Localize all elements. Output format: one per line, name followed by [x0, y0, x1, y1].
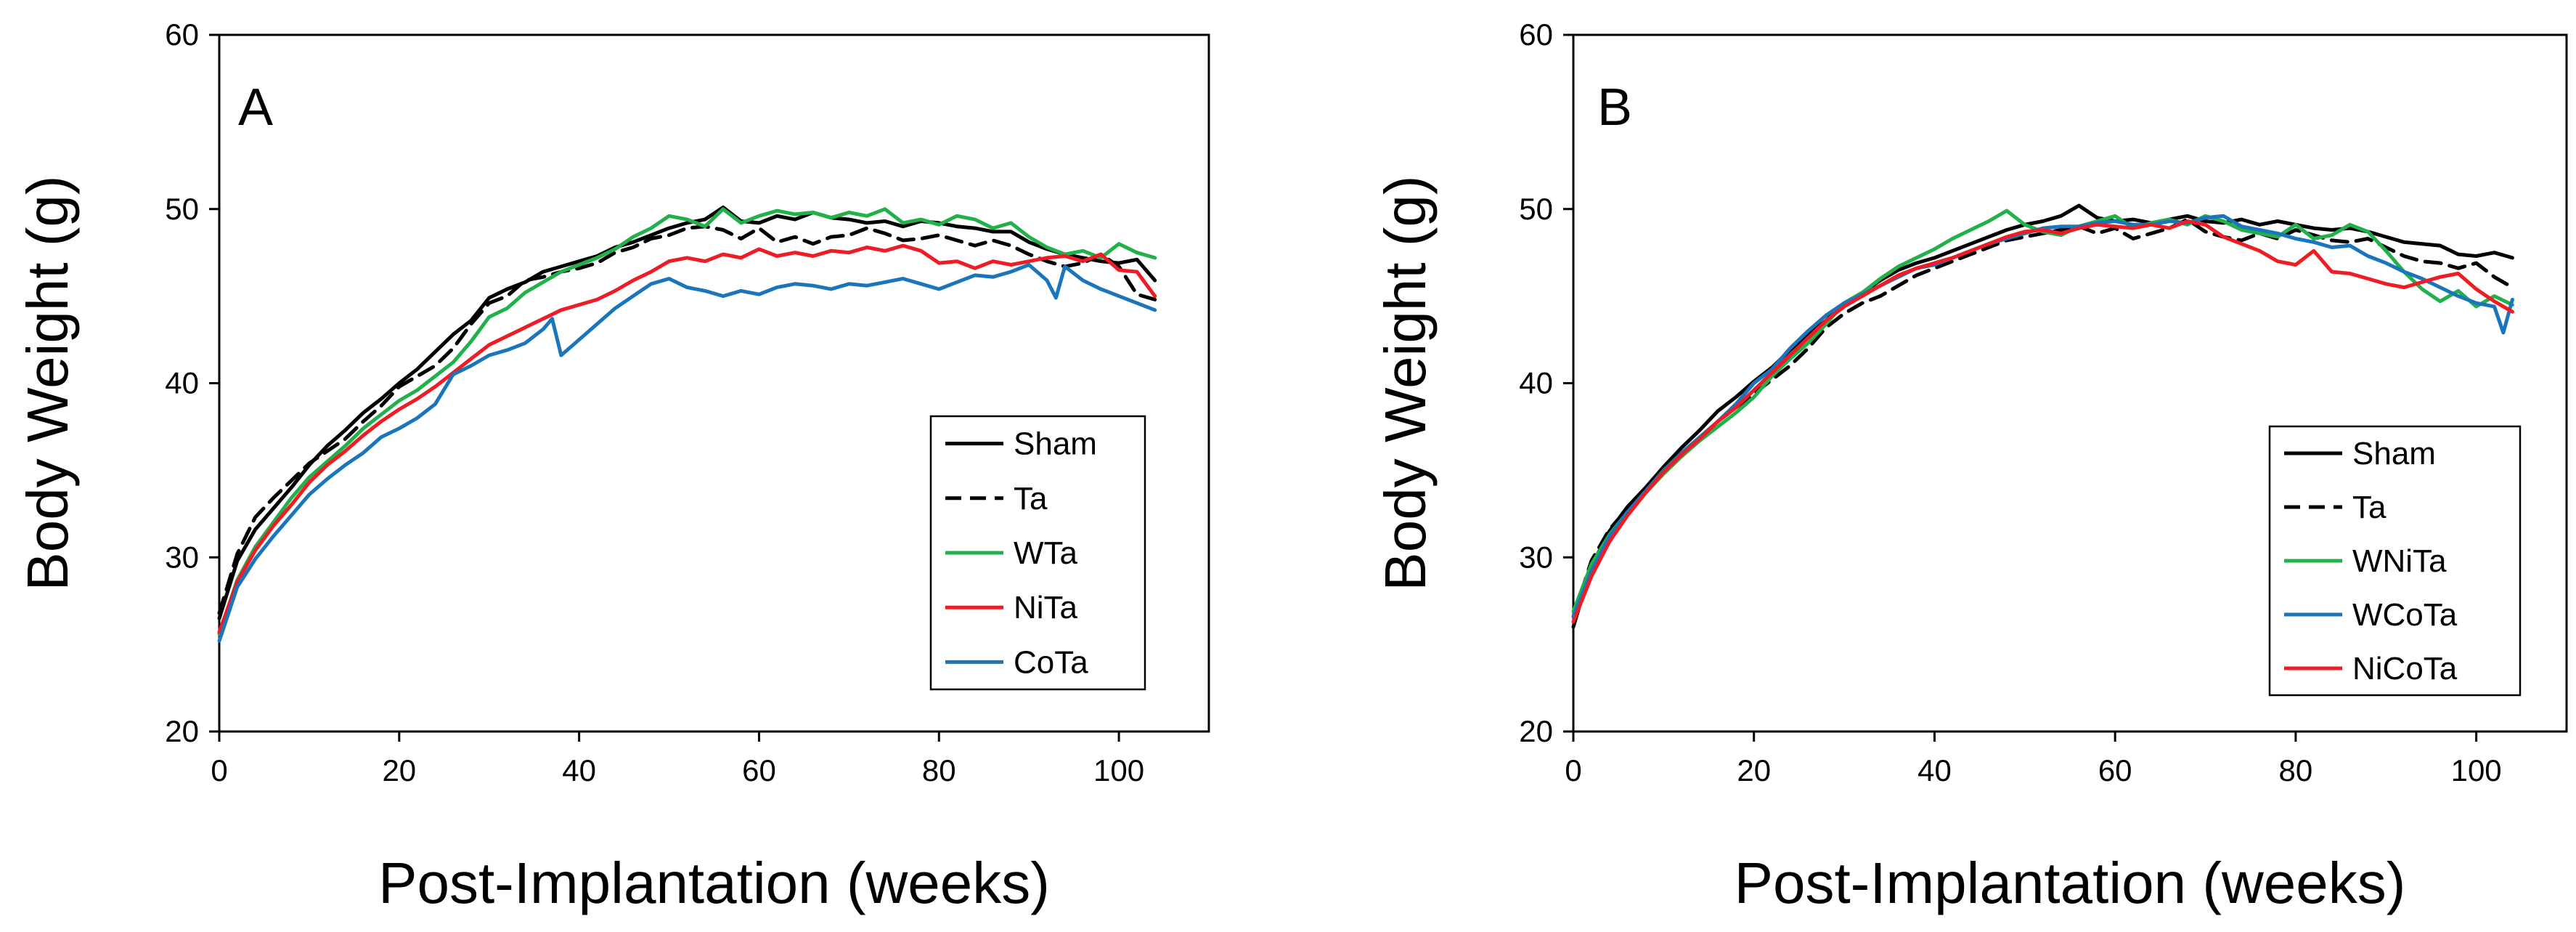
x-tick-label: 100 — [2451, 753, 2502, 787]
series-line-sham — [217, 205, 1157, 620]
y-tick-label: 40 — [1519, 366, 1553, 400]
x-tick-label: 20 — [382, 753, 416, 787]
series-line-sham — [1571, 203, 2514, 629]
x-tick-label: 0 — [1565, 753, 1581, 787]
legend-label: WTa — [1014, 535, 1078, 571]
y-tick-label: 60 — [1519, 17, 1553, 52]
y-tick-label: 30 — [165, 540, 199, 574]
x-tick-label: 0 — [211, 753, 227, 787]
x-tick-label: 80 — [2279, 753, 2313, 787]
legend-label: CoTa — [1014, 644, 1088, 680]
x-axis-title: Post-Implantation (weeks) — [1735, 851, 2406, 915]
legend-label: NiTa — [1014, 590, 1078, 625]
x-tick-label: 40 — [562, 753, 596, 787]
x-tick-label: 100 — [1093, 753, 1144, 787]
y-tick-label: 40 — [165, 366, 199, 400]
series-line-wta — [217, 207, 1157, 636]
y-axis-title: Body Weight (g) — [1373, 175, 1438, 591]
legend-label: Sham — [1014, 426, 1097, 462]
series-line-ta — [217, 224, 1157, 615]
legend-label: NiCoTa — [2352, 651, 2458, 686]
y-tick-label: 50 — [1519, 192, 1553, 226]
legend-label: Sham — [2352, 436, 2436, 471]
panel-letter: B — [1597, 78, 1632, 137]
y-tick-label: 30 — [1519, 540, 1553, 574]
legend-label: WCoTa — [2352, 597, 2458, 633]
legend-label: Ta — [2352, 490, 2387, 525]
x-tick-label: 80 — [922, 753, 956, 787]
y-tick-label: 20 — [165, 714, 199, 748]
panel-b: 20 30 40 50 60 0 20 40 60 80 100 Post-Implantation … — [1373, 17, 2568, 915]
panel-letter: A — [238, 78, 273, 137]
series-line-cota — [217, 263, 1157, 643]
y-tick-label: 60 — [165, 17, 199, 52]
y-tick-label: 50 — [165, 192, 199, 226]
x-tick-label: 60 — [742, 753, 776, 787]
x-axis-title: Post-Implantation (weeks) — [378, 851, 1050, 915]
legend-label: WNiTa — [2352, 543, 2447, 579]
series-line-nicota — [1571, 219, 2514, 624]
y-tick-label: 20 — [1519, 714, 1553, 748]
y-axis-title: Body Weight (g) — [15, 175, 80, 591]
series-line-wcota — [1571, 214, 2514, 619]
x-tick-label: 40 — [1917, 753, 1952, 787]
x-tick-label: 60 — [2098, 753, 2132, 787]
x-tick-label: 20 — [1737, 753, 1771, 787]
panel-a: 20 30 40 50 60 0 20 40 60 80 100 Post-Implantation … — [15, 17, 1210, 915]
series-line-nita — [217, 243, 1157, 634]
legend-label: Ta — [1014, 481, 1048, 516]
